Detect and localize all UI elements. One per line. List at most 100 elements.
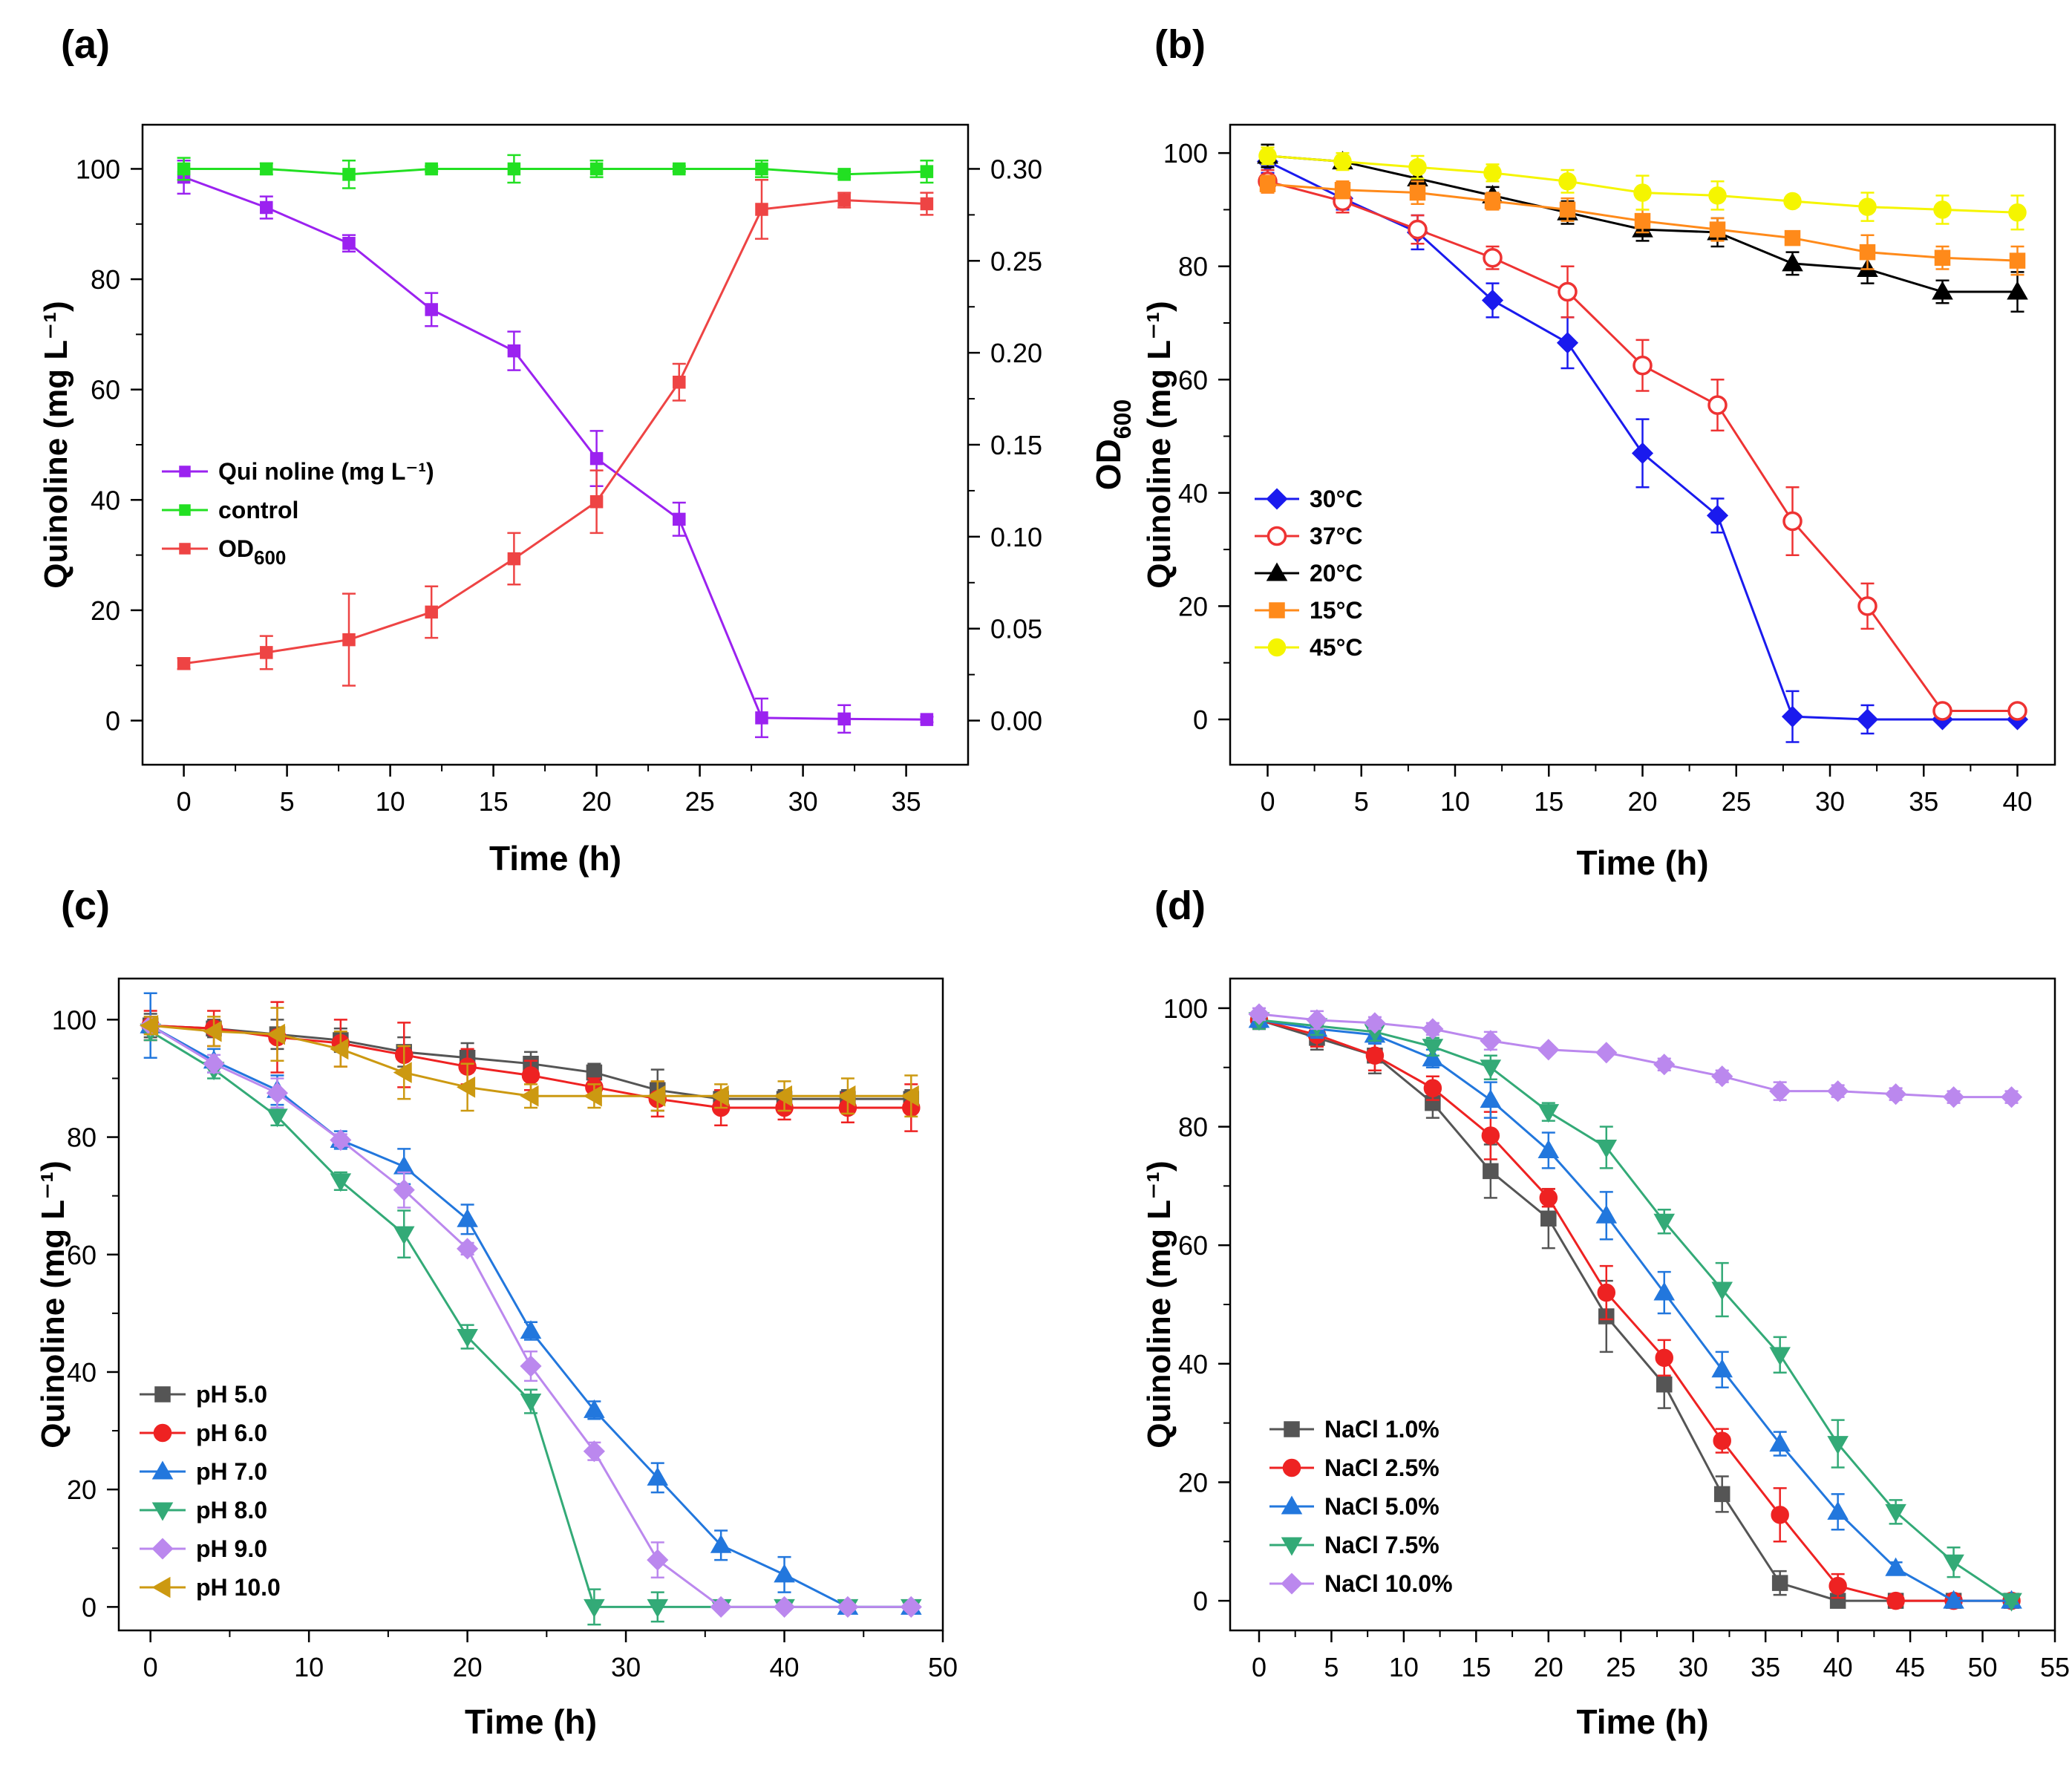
legend-label: Qui noline (mg L⁻¹)	[218, 458, 434, 485]
y-tick-label: 100	[1163, 993, 1208, 1024]
data-point	[330, 1038, 349, 1060]
x-tick-label: 50	[928, 1652, 958, 1682]
y-tick-label: 60	[1178, 1230, 1208, 1261]
data-point	[1539, 1189, 1558, 1207]
x-axis-title: Time (h)	[465, 1702, 597, 1741]
data-point	[1769, 1347, 1791, 1366]
data-point	[1857, 596, 1877, 616]
x-tick-label: 15	[479, 786, 509, 817]
data-point	[900, 1596, 922, 1618]
data-point	[1942, 1086, 1965, 1108]
data-point	[267, 1108, 288, 1128]
legend-marker	[1281, 1573, 1303, 1595]
y2-tick-label: 0.15	[990, 430, 1042, 460]
data-point	[673, 162, 686, 176]
y2-axis-title-sub: 600	[1109, 399, 1136, 439]
data-point	[920, 197, 934, 211]
data-point	[1885, 1557, 1906, 1576]
data-point	[1783, 192, 1802, 211]
y-tick-label: 80	[1178, 252, 1208, 282]
y-tick-label: 0	[1193, 705, 1208, 735]
legend-label: 20°C	[1310, 560, 1363, 587]
panel-b: (b) 0 5 10 15 20 25 30 35 40 0 20 40 60 80 100 Time (h) Q…	[1141, 22, 2056, 882]
data-point	[1782, 252, 1803, 272]
data-point	[520, 1355, 542, 1377]
data-point	[647, 1549, 669, 1571]
data-point	[1656, 1377, 1673, 1393]
data-point	[2001, 1593, 2022, 1612]
x-tick-label: 0	[1260, 786, 1275, 817]
x-tick-label: 30	[1679, 1652, 1708, 1682]
data-point	[1655, 1348, 1673, 1368]
data-point	[1933, 200, 1952, 219]
data-point	[647, 1598, 669, 1618]
panel-label-a: (a)	[61, 22, 110, 67]
y-tick-label: 0	[1193, 1586, 1208, 1616]
x-tick-label: 40	[770, 1652, 800, 1682]
x-tick-label: 0	[1252, 1652, 1267, 1682]
data-point	[1409, 184, 1426, 201]
data-point	[1653, 1281, 1676, 1301]
x-axis-title: Time (h)	[1576, 843, 1708, 882]
data-point	[1595, 1139, 1618, 1158]
x-tick-label: 20	[1627, 786, 1657, 817]
data-point	[1784, 229, 1801, 246]
data-point	[1707, 395, 1728, 415]
data-point	[1782, 511, 1803, 532]
legend-marker	[179, 543, 191, 555]
data-point	[1483, 1163, 1499, 1180]
x-tick-label: 40	[1823, 1652, 1853, 1682]
data-point	[1769, 1080, 1791, 1103]
x-tick-label: 25	[685, 786, 715, 817]
panel-label-b: (b)	[1154, 22, 1206, 67]
series-line	[1258, 1019, 2013, 1602]
data-point	[1597, 1283, 1616, 1302]
y-tick-label: 20	[1178, 1467, 1208, 1498]
y2-tick-label: 0.25	[990, 246, 1042, 276]
series-b-1	[1258, 169, 2027, 721]
legend-marker	[1281, 1495, 1303, 1515]
data-point	[673, 512, 686, 526]
y-tick-label: 0	[105, 706, 120, 737]
legend-label: pH 8.0	[196, 1497, 267, 1524]
y-axis-title: Quinoline (mg L⁻¹)	[38, 301, 74, 588]
y-tick-label: 20	[67, 1475, 97, 1505]
legend-marker	[1267, 638, 1287, 657]
y2-tick-label: 0.20	[990, 338, 1042, 368]
data-point	[1885, 1083, 1907, 1106]
data-point	[710, 1085, 729, 1107]
x-tick-label: 5	[1354, 786, 1369, 817]
data-point	[589, 495, 604, 509]
y-tick-label: 40	[1178, 1349, 1208, 1379]
data-point	[1559, 201, 1576, 218]
data-point	[1828, 1576, 1847, 1596]
x-tick-label: 40	[2002, 786, 2032, 817]
plot-frame-c	[117, 977, 944, 1632]
x-tick-label: 20	[453, 1652, 483, 1682]
data-point	[1771, 1506, 1789, 1524]
data-point	[1771, 1575, 1788, 1591]
data-point	[393, 1226, 415, 1245]
data-point	[2008, 203, 2027, 222]
data-point	[260, 646, 273, 659]
data-point	[1595, 1042, 1618, 1064]
x-tick-label: 10	[1389, 1652, 1419, 1682]
series-line	[183, 176, 927, 721]
data-point	[457, 1238, 479, 1260]
data-point	[457, 1077, 476, 1098]
x-tick-label: 0	[143, 1652, 158, 1682]
legend-label: 45°C	[1310, 634, 1363, 661]
panel-label-c: (c)	[61, 884, 110, 928]
data-point	[425, 605, 438, 619]
x-tick-label: 10	[1440, 786, 1470, 817]
data-point	[774, 1085, 793, 1107]
series-d-3	[1248, 1010, 2022, 1612]
x-tick-label: 20	[582, 786, 612, 817]
legend-label: 15°C	[1310, 597, 1363, 624]
y-tick-label: 80	[91, 264, 120, 295]
series-c-4	[140, 1014, 922, 1618]
data-point	[507, 162, 521, 176]
data-point	[342, 168, 356, 181]
data-point	[2000, 1086, 2023, 1108]
